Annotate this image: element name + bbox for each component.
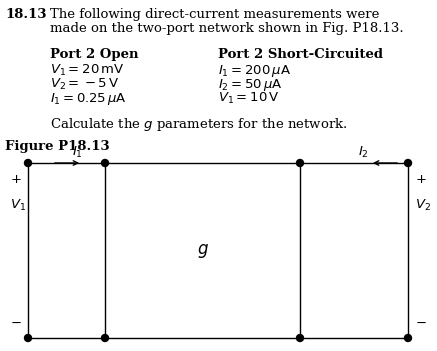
Text: 18.13: 18.13 xyxy=(5,8,46,21)
Text: Port 2 Short-Circuited: Port 2 Short-Circuited xyxy=(218,48,383,61)
Text: $g$: $g$ xyxy=(197,241,208,259)
Text: $I_1 = 0.25\,\mu\mathrm{A}$: $I_1 = 0.25\,\mu\mathrm{A}$ xyxy=(50,91,127,107)
Circle shape xyxy=(101,159,108,166)
Text: $-$: $-$ xyxy=(415,316,427,329)
Text: $I_1$: $I_1$ xyxy=(72,145,83,160)
Text: $+$: $+$ xyxy=(10,173,21,186)
Text: $V_2$: $V_2$ xyxy=(415,198,431,213)
Text: $I_2 = 50\,\mu\mathrm{A}$: $I_2 = 50\,\mu\mathrm{A}$ xyxy=(218,77,283,93)
Text: $V_2 = -5\,\mathrm{V}$: $V_2 = -5\,\mathrm{V}$ xyxy=(50,77,119,92)
Circle shape xyxy=(296,335,304,342)
Text: $V_1 = 20\,\mathrm{mV}$: $V_1 = 20\,\mathrm{mV}$ xyxy=(50,63,125,78)
Text: $I_1 = 200\,\mu\mathrm{A}$: $I_1 = 200\,\mu\mathrm{A}$ xyxy=(218,63,291,79)
Circle shape xyxy=(101,335,108,342)
Text: $V_1 = 10\,\mathrm{V}$: $V_1 = 10\,\mathrm{V}$ xyxy=(218,91,280,106)
Circle shape xyxy=(24,335,31,342)
Text: made on the two-port network shown in Fig. P18.13.: made on the two-port network shown in Fi… xyxy=(50,22,404,35)
Text: Port 2 Open: Port 2 Open xyxy=(50,48,139,61)
Text: $I_2$: $I_2$ xyxy=(358,145,369,160)
Text: $+$: $+$ xyxy=(415,173,427,186)
Circle shape xyxy=(296,159,304,166)
Text: The following direct-current measurements were: The following direct-current measurement… xyxy=(50,8,379,21)
Bar xyxy=(105,163,300,338)
Text: Figure P18.13: Figure P18.13 xyxy=(5,140,110,153)
Text: Calculate the $g$ parameters for the network.: Calculate the $g$ parameters for the net… xyxy=(50,116,347,133)
Text: $V_1$: $V_1$ xyxy=(10,198,26,213)
Circle shape xyxy=(24,159,31,166)
Circle shape xyxy=(405,335,412,342)
Circle shape xyxy=(405,159,412,166)
Text: $-$: $-$ xyxy=(10,316,22,329)
